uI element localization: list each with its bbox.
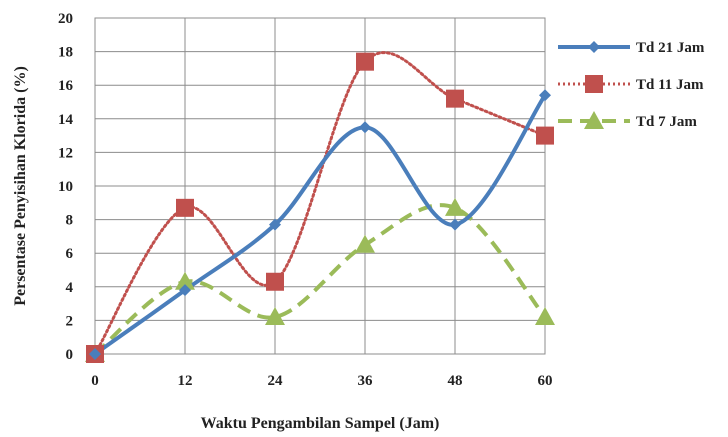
data-point-marker xyxy=(355,234,375,253)
legend: Td 21 Jam Td 11 Jam Td 7 Jam xyxy=(558,40,705,130)
y-tick-label: 18 xyxy=(58,45,73,61)
data-point-marker xyxy=(89,348,101,360)
y-tick-label: 8 xyxy=(66,213,74,229)
legend-entry: Td 11 Jam xyxy=(558,75,704,93)
data-point-marker xyxy=(175,271,195,290)
legend-entry: Td 21 Jam xyxy=(558,40,705,56)
y-tick-label: 16 xyxy=(58,78,74,94)
data-point-marker xyxy=(446,89,464,108)
data-point-marker xyxy=(176,198,194,217)
x-tick-label: 60 xyxy=(538,373,553,389)
y-axis-tick-labels: 0 2 4 6 8 10 12 14 16 18 20 xyxy=(58,11,74,363)
x-axis-tick-labels: 0 12 24 36 48 60 xyxy=(91,373,552,389)
legend-label: Td 21 Jam xyxy=(636,40,705,56)
x-tick-label: 12 xyxy=(178,373,193,389)
y-tick-label: 10 xyxy=(58,179,73,195)
series-line-2 xyxy=(93,203,547,356)
y-tick-label: 20 xyxy=(58,11,73,27)
legend-marker xyxy=(585,75,603,93)
y-tick-label: 12 xyxy=(58,145,73,161)
data-point-marker xyxy=(359,121,371,134)
legend-entry: Td 7 Jam xyxy=(558,111,697,130)
series-markers xyxy=(85,52,555,363)
x-tick-label: 36 xyxy=(358,373,374,389)
data-point-marker xyxy=(266,272,284,291)
x-axis-title: Waktu Pengambilan Sampel (Jam) xyxy=(201,415,440,432)
legend-label: Td 7 Jam xyxy=(636,114,697,130)
data-point-marker xyxy=(356,52,374,71)
data-point-marker xyxy=(536,126,554,145)
data-point-marker xyxy=(179,284,191,297)
y-tick-label: 2 xyxy=(66,313,74,329)
x-tick-label: 24 xyxy=(268,373,284,389)
data-point-marker xyxy=(539,89,551,102)
legend-marker xyxy=(584,111,604,129)
data-point-marker xyxy=(265,307,285,326)
series-line-0 xyxy=(93,94,547,356)
gridlines xyxy=(94,17,546,355)
y-tick-label: 14 xyxy=(58,112,74,128)
plot-area-frame xyxy=(94,17,546,355)
data-point-marker xyxy=(445,197,465,216)
data-point-marker xyxy=(269,218,281,231)
y-tick-label: 4 xyxy=(66,280,74,296)
x-tick-label: 0 xyxy=(91,373,99,389)
legend-label: Td 11 Jam xyxy=(636,77,704,93)
y-axis-title: Persentase Penyisihan Klorida (%) xyxy=(12,66,29,306)
series-lines xyxy=(93,51,547,356)
data-point-marker xyxy=(449,218,461,231)
y-tick-label: 0 xyxy=(66,347,74,363)
x-tick-label: 48 xyxy=(448,373,463,389)
legend-marker xyxy=(588,41,600,53)
data-point-marker xyxy=(535,307,555,326)
y-tick-label: 6 xyxy=(66,246,74,262)
series-line-1 xyxy=(93,51,547,356)
